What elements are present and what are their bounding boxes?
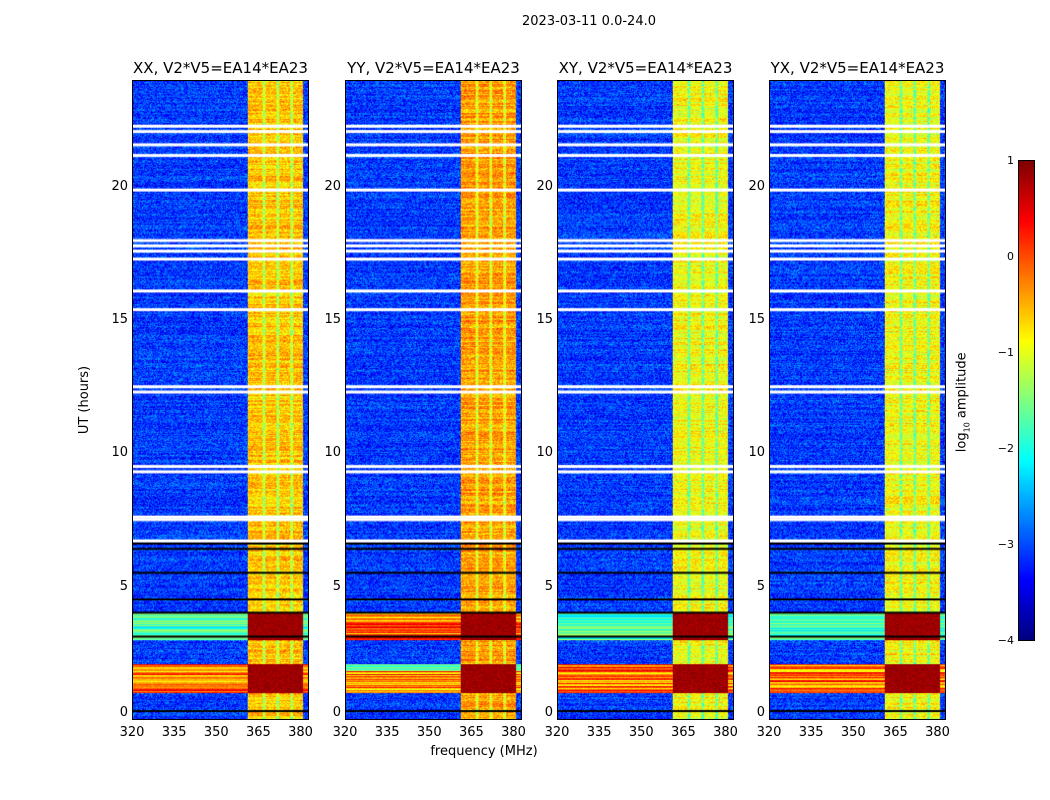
colorbar-tick-label: −3	[997, 538, 1014, 551]
x-tick-label: 380	[713, 725, 738, 740]
x-tick-label: 365	[459, 725, 484, 740]
x-tick-label: 335	[374, 725, 400, 740]
x-tick-label: 320	[544, 725, 570, 740]
x-tick-label: 365	[246, 725, 271, 740]
x-tick-label: 365	[671, 725, 696, 740]
heatmap-panel-yy	[345, 80, 522, 720]
colorbar-tick-label: −4	[997, 634, 1014, 647]
panel-title: XY, V2*V5=EA14*EA23	[558, 59, 733, 77]
x-tick-label: 365	[883, 725, 908, 740]
x-tick-label: 335	[798, 725, 824, 740]
x-tick-label: 350	[628, 725, 654, 740]
y-tick-label: 15	[324, 312, 341, 327]
y-tick-label: 5	[332, 578, 341, 594]
heatmap-panel-xy	[557, 80, 734, 720]
x-tick-label: 350	[416, 725, 442, 740]
y-tick-label: 5	[756, 578, 765, 594]
x-tick-label: 320	[332, 725, 358, 740]
y-tick-label: 0	[119, 705, 128, 720]
colorbar	[1018, 160, 1035, 641]
y-tick-label: 0	[756, 705, 765, 720]
y-tick-label: 20	[111, 178, 128, 194]
colorbar-label: log10 amplitude	[954, 352, 972, 453]
panel-title: YX, V2*V5=EA14*EA23	[770, 59, 945, 77]
y-tick-label: 10	[111, 445, 128, 461]
x-tick-label: 380	[925, 725, 950, 740]
y-tick-label: 15	[748, 312, 765, 327]
y-tick-label: 5	[544, 578, 553, 594]
colorbar-tick-label: −2	[997, 442, 1014, 455]
y-tick-label: 0	[544, 705, 553, 720]
x-tick-label: 350	[203, 725, 229, 740]
x-tick-label: 350	[840, 725, 866, 740]
y-axis-label: UT (hours)	[77, 365, 92, 435]
panel-title: YY, V2*V5=EA14*EA23	[347, 59, 520, 77]
y-tick-label: 20	[324, 178, 341, 194]
y-tick-label: 20	[748, 178, 765, 194]
y-tick-label: 10	[324, 445, 341, 461]
y-tick-label: 20	[536, 178, 553, 194]
colorbar-tick-label: 1	[1007, 154, 1014, 167]
x-tick-label: 320	[756, 725, 782, 740]
panel-title: XX, V2*V5=EA14*EA23	[133, 59, 308, 77]
heatmap-panel-xx	[132, 80, 309, 720]
x-axis-label: frequency (MHz)	[430, 744, 538, 759]
colorbar-tick-label: 0	[1007, 250, 1014, 263]
x-tick-label: 335	[586, 725, 612, 740]
y-tick-label: 15	[111, 312, 128, 327]
heatmap-panel-yx	[769, 80, 946, 720]
colorbar-tick-label: −1	[997, 346, 1014, 359]
x-tick-label: 320	[119, 725, 145, 740]
y-tick-label: 0	[332, 705, 341, 720]
y-tick-label: 10	[748, 445, 765, 461]
y-tick-label: 15	[536, 312, 553, 327]
x-tick-label: 380	[288, 725, 313, 740]
figure-title: 2023-03-11 0.0-24.0	[522, 14, 656, 29]
y-tick-label: 10	[536, 445, 553, 461]
x-tick-label: 380	[501, 725, 526, 740]
x-tick-label: 335	[161, 725, 187, 740]
y-tick-label: 5	[119, 578, 128, 594]
